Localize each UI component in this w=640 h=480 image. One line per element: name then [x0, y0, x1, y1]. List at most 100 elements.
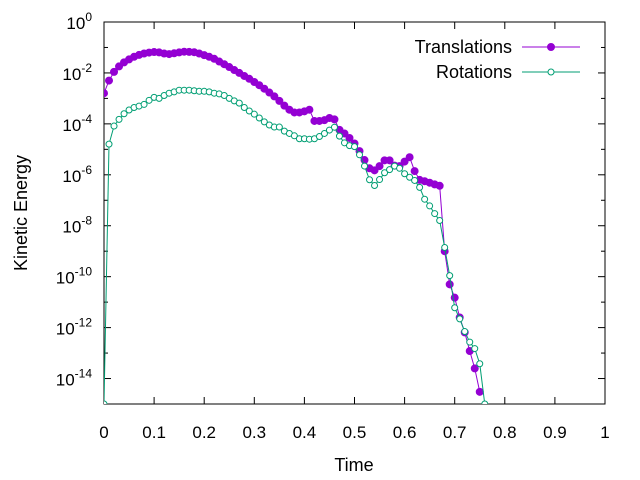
- x-tick-label: 0.3: [242, 423, 266, 442]
- data-point: [335, 132, 343, 140]
- data-point: [441, 243, 449, 251]
- y-tick-exponent: -14: [75, 367, 93, 381]
- x-tick-label: 0.9: [543, 423, 567, 442]
- data-point: [255, 114, 263, 122]
- data-point: [105, 76, 114, 85]
- data-point: [405, 153, 414, 162]
- y-tick-base: 10: [62, 218, 81, 237]
- data-point: [421, 195, 429, 203]
- data-point: [370, 166, 379, 175]
- data-point: [110, 67, 119, 76]
- data-point: [330, 123, 338, 131]
- series-rotations: [104, 86, 489, 404]
- data-point: [366, 176, 374, 184]
- data-point: [436, 217, 444, 225]
- data-point: [356, 151, 364, 159]
- y-tick-label: 100: [66, 10, 92, 33]
- y-tick-base: 10: [62, 65, 81, 84]
- series-translations: [104, 47, 484, 396]
- x-tick-label: 0.7: [443, 423, 467, 442]
- data-point: [361, 162, 369, 170]
- legend-marker: [547, 43, 555, 51]
- data-point: [431, 210, 439, 218]
- data-point: [411, 176, 419, 184]
- data-point: [481, 400, 489, 404]
- data-point: [275, 123, 283, 131]
- data-point: [435, 181, 444, 190]
- data-point: [451, 304, 459, 312]
- data-point: [120, 110, 128, 118]
- x-tick-label: 1: [600, 423, 609, 442]
- x-axis-ticks: 0 0.1 0.2 0.3 0.4 0.5 0.6 0.7 0.8 0.9 1: [99, 22, 610, 442]
- data-point: [426, 202, 434, 210]
- y-tick-exponent: -2: [81, 61, 92, 75]
- y-tick-exponent: -4: [81, 112, 92, 126]
- data-point: [416, 183, 424, 191]
- data-point: [220, 92, 228, 99]
- x-tick-label: 0.8: [493, 423, 517, 442]
- data-point: [320, 129, 328, 137]
- y-tick-label: 10-10: [56, 265, 93, 288]
- data-point: [476, 360, 484, 368]
- y-tick-exponent: -12: [75, 316, 93, 330]
- data-point: [375, 162, 384, 171]
- y-tick-exponent: 0: [85, 10, 92, 24]
- data-point: [386, 166, 394, 174]
- data-point: [461, 328, 469, 336]
- data-point: [325, 126, 333, 134]
- y-axis-title: Kinetic Energy: [11, 155, 31, 271]
- data-point: [385, 156, 394, 165]
- data-point: [110, 122, 118, 130]
- data-point: [250, 110, 258, 118]
- data-point: [445, 280, 454, 289]
- series-layer: [104, 47, 489, 404]
- y-tick-base: 10: [56, 269, 75, 288]
- data-point: [401, 170, 409, 178]
- data-point: [155, 94, 163, 102]
- y-tick-label: 10-6: [62, 163, 92, 186]
- y-tick-base: 10: [62, 116, 81, 135]
- y-tick-label: 10-8: [62, 214, 92, 237]
- x-tick-label: 0.2: [192, 423, 216, 442]
- data-point: [104, 400, 108, 404]
- y-tick-label: 10-4: [62, 112, 92, 135]
- y-tick-base: 10: [56, 371, 75, 390]
- data-point: [406, 173, 414, 181]
- data-point: [145, 96, 153, 104]
- legend-label: Translations: [415, 37, 512, 57]
- data-point: [260, 118, 268, 126]
- y-tick-label: 10-12: [56, 316, 93, 339]
- data-point: [470, 364, 479, 373]
- y-tick-exponent: -6: [81, 163, 92, 177]
- data-point: [115, 115, 123, 123]
- data-point: [456, 315, 464, 323]
- data-point: [270, 92, 279, 101]
- y-tick-label: 10-2: [62, 61, 92, 84]
- legend: Translations Rotations: [415, 37, 580, 82]
- data-point: [315, 132, 323, 140]
- data-point: [305, 105, 314, 114]
- data-point: [475, 387, 484, 396]
- data-point: [140, 100, 148, 108]
- data-point: [330, 115, 339, 124]
- data-point: [466, 338, 474, 346]
- data-point: [235, 99, 243, 107]
- x-tick-label: 0.6: [393, 423, 417, 442]
- y-tick-base: 10: [66, 14, 85, 33]
- data-point: [105, 140, 113, 148]
- data-point: [104, 89, 108, 98]
- data-point: [381, 169, 389, 177]
- y-tick-exponent: -10: [75, 265, 93, 279]
- y-tick-base: 10: [62, 167, 81, 186]
- data-point: [371, 182, 379, 189]
- data-point: [245, 107, 253, 115]
- x-axis-title: Time: [334, 455, 373, 475]
- legend-marker: [547, 68, 555, 76]
- legend-label: Rotations: [436, 62, 512, 82]
- data-point: [345, 133, 354, 142]
- y-tick-label: 10-14: [56, 367, 93, 390]
- data-point: [410, 167, 419, 176]
